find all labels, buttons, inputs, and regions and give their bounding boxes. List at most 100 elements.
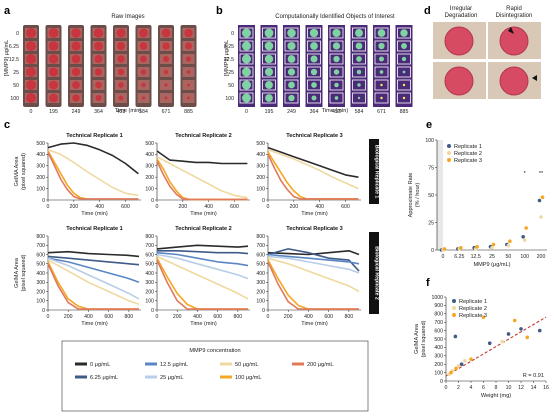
series-line [47,142,139,175]
obj-box [397,53,411,65]
x-tick-label: 6 [482,385,485,391]
y-tick-label: 800 [145,234,154,240]
bio-replicate-label: Biological Replicate 2 [374,246,380,300]
obj-blob [264,28,274,38]
data-point [537,198,542,203]
obj-box [374,92,389,104]
obj-box [352,92,366,104]
data-point [456,364,461,368]
raw-gel [93,28,104,38]
raw-gel [26,67,36,77]
x-tick-label: 600 [324,314,333,320]
raw-gel [141,82,146,88]
obj-strip-671 [373,25,390,107]
b-time-label-584: 584 [355,109,364,115]
legend-item-label: 0 μg/mL [90,362,110,368]
b-time-label-195: 195 [265,109,274,115]
y-tick-label: 500 [36,141,45,147]
raw-gel [139,42,148,50]
obj-blob [264,67,274,77]
subtitle-tech-rep-3: Technical Replicate 3 [286,226,342,232]
obj-blob [357,96,361,100]
obj-blob [334,96,339,100]
y-tick-label: 100 [36,299,45,305]
x-tick-label: 0 [445,385,448,391]
b-time-label-0: 0 [245,109,248,115]
raw-gel [72,81,80,89]
x-tick-label: 600 [230,204,239,210]
obj-blob [402,83,406,87]
raw-gel [116,41,126,51]
series-line [47,149,139,197]
obj-box [284,27,299,39]
significance-marker: ** [539,171,544,177]
obj-blob [287,55,296,63]
row-label-0: 0 [16,31,19,37]
obj-blob [356,69,362,75]
x-tick-label: 600 [341,204,350,210]
raw-gel [187,96,190,100]
gel-rim [444,26,474,56]
y-tick-label: 600 [36,252,45,258]
time-label-364: 364 [94,109,103,115]
legend-label: Replicate 3 [459,313,487,319]
x-tick-label: 0 [156,314,159,320]
obj-box [284,92,299,104]
series-line [156,251,249,267]
y-tick-label: 400 [434,345,443,351]
x-tick-label-25: 25 [489,254,495,260]
x-axis-label: Time (min) [81,321,108,327]
legend-label: Replicate 2 [459,306,487,312]
series-line [47,259,140,306]
x-tick-label: 200 [173,314,182,320]
obj-blob [242,54,251,64]
ylabel-line1: Approximate Rate [408,173,414,218]
row-label-12.5: 12.5 [9,57,19,63]
y-tick-label: 200 [36,289,45,295]
data-point [506,332,511,336]
panel-a-label: a [4,5,11,17]
obj-blob [310,55,318,63]
legend-marker [452,299,456,303]
raw-gel [116,28,126,38]
y-axis-label: GelMA Area (pixel squared) [14,153,27,190]
ylabel-line1: GelMA Area [414,323,420,354]
x-tick-label-200: 200 [537,254,546,260]
x-tick-label-12.5: 12.5 [471,254,481,260]
x-tick-label: 14 [531,385,537,391]
y-tick-label: 0 [42,198,45,204]
panel-d-title-rapid-line1: Rapid [506,6,522,12]
panel-a-title: Raw Images [111,14,144,20]
panel-d-label: d [424,5,431,17]
y-tick-label: 0 [431,248,434,254]
data-point [522,238,527,242]
y-tick-label: 100 [256,186,265,192]
x-axis-label: Weight (mg) [481,393,511,399]
y-tick-label: 200 [145,175,154,181]
x-axis-label: MMP9 (μg/mL) [473,262,510,268]
raw-gel [186,70,191,74]
subtitle-tech-rep-2: Technical Replicate 2 [175,226,231,232]
y-tick-label: 0 [262,198,265,204]
x-tick-label: 600 [104,314,113,320]
x-tick-label: 16 [543,385,549,391]
obj-blob [242,67,251,77]
panel-f-label: f [426,277,430,289]
y-tick-label: 0 [151,308,154,314]
y-tick-label: 25 [428,220,434,226]
raw-gel [185,56,192,62]
obj-box [262,53,276,65]
series-line [267,257,360,293]
obj-blob [287,28,296,38]
y-tick-label: 700 [145,243,154,249]
time-label-195: 195 [49,109,58,115]
panel-a-ylabel: [MMP9] μg/mL [4,40,10,76]
x-tick-label: 200 [290,204,299,210]
y-tick-label: 500 [256,262,265,268]
y-axis-label: GelMA Area (pixel squared) [14,254,27,291]
x-tick-label-6.25: 6.25 [454,254,464,260]
data-point [524,226,528,230]
legend-box [61,340,369,412]
y-tick-label: 400 [145,152,154,158]
panel-d-title-irregular-line2: Degradation [445,13,478,19]
